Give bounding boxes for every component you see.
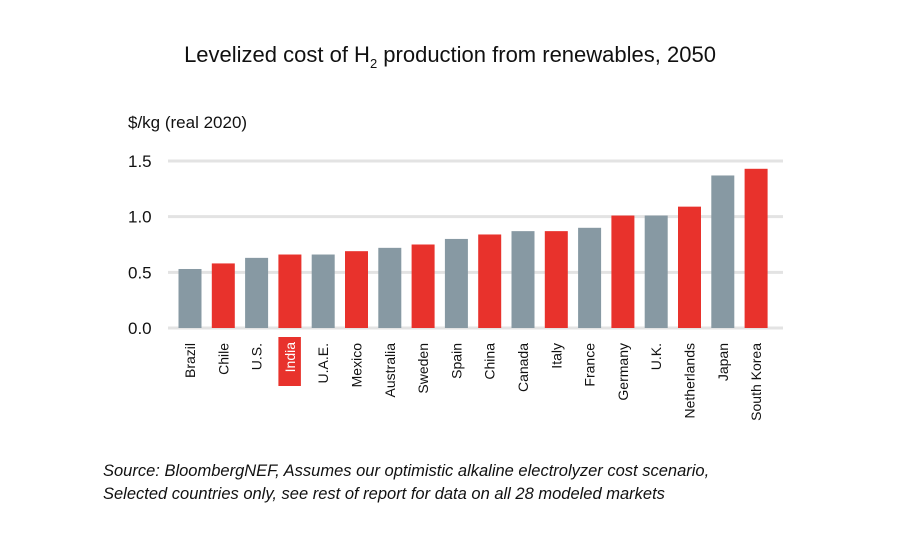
- x-tick-label: U.A.E.: [315, 343, 331, 383]
- bar-mexico: [345, 251, 368, 328]
- x-tick-label: India: [282, 342, 298, 373]
- x-tick-label: Chile: [215, 343, 231, 375]
- bar-france: [578, 227, 602, 328]
- bar-japan: [711, 175, 735, 328]
- source-line-2: Selected countries only, see rest of rep…: [103, 485, 665, 503]
- x-tick-label: Italy: [548, 343, 564, 369]
- x-tick-label: Sweden: [415, 343, 431, 394]
- y-tick-label: 0.0: [128, 319, 152, 338]
- x-tick-label: Netherlands: [682, 343, 698, 419]
- chart-title: Levelized cost of H2 production from ren…: [184, 42, 716, 71]
- bar-india: [278, 254, 302, 328]
- bar-sweden: [411, 244, 435, 328]
- bar-u-k: [644, 215, 668, 328]
- chart-title-part2: production from renewables, 2050: [377, 42, 716, 67]
- y-tick-label: 1.5: [128, 152, 152, 171]
- source-note: Source: BloombergNEF, Assumes our optimi…: [103, 460, 863, 506]
- source-line-1: Source: BloombergNEF, Assumes our optimi…: [103, 462, 710, 480]
- bar-australia: [378, 247, 402, 328]
- y-tick-label: 1.0: [128, 208, 152, 227]
- x-tick-label: France: [582, 343, 598, 387]
- bar-spain: [444, 238, 468, 328]
- bar-netherlands: [678, 206, 701, 328]
- x-tick-label: Brazil: [182, 343, 198, 378]
- bar-south-korea: [744, 168, 768, 328]
- bar-brazil: [178, 268, 202, 328]
- x-tick-label: Australia: [382, 343, 398, 398]
- bar-chile: [211, 263, 235, 328]
- bar-u-s: [245, 257, 269, 328]
- x-tick-label: U.S.: [249, 343, 265, 370]
- y-tick-labels: 0.0 0.5 1.0 1.5: [128, 152, 152, 338]
- chart-title-part1: Levelized cost of H: [184, 42, 370, 67]
- x-tick-label: Spain: [448, 343, 464, 379]
- y-axis-unit-label: $/kg (real 2020): [128, 113, 247, 132]
- y-tick-label: 0.5: [128, 263, 152, 282]
- bar-china: [478, 234, 502, 328]
- x-tick-label: South Korea: [748, 343, 764, 421]
- x-tick-label: Japan: [715, 343, 731, 381]
- x-tick-label: Mexico: [349, 343, 365, 388]
- x-tick-label: U.K.: [648, 343, 664, 370]
- x-tick-label: China: [482, 343, 498, 380]
- chart-title-subscript: 2: [370, 56, 377, 71]
- x-tick-labels: Brazil Chile U.S. India U.A.E. Mexico Australi…: [182, 337, 764, 421]
- x-tick-label: Germany: [615, 343, 631, 401]
- bar-u-a-e: [311, 254, 335, 328]
- bar-italy: [544, 231, 568, 328]
- bars: [178, 168, 768, 328]
- bar-germany: [611, 215, 635, 328]
- bar-canada: [511, 231, 535, 328]
- highlight-label-background: [278, 337, 301, 386]
- x-tick-label: Canada: [515, 343, 531, 392]
